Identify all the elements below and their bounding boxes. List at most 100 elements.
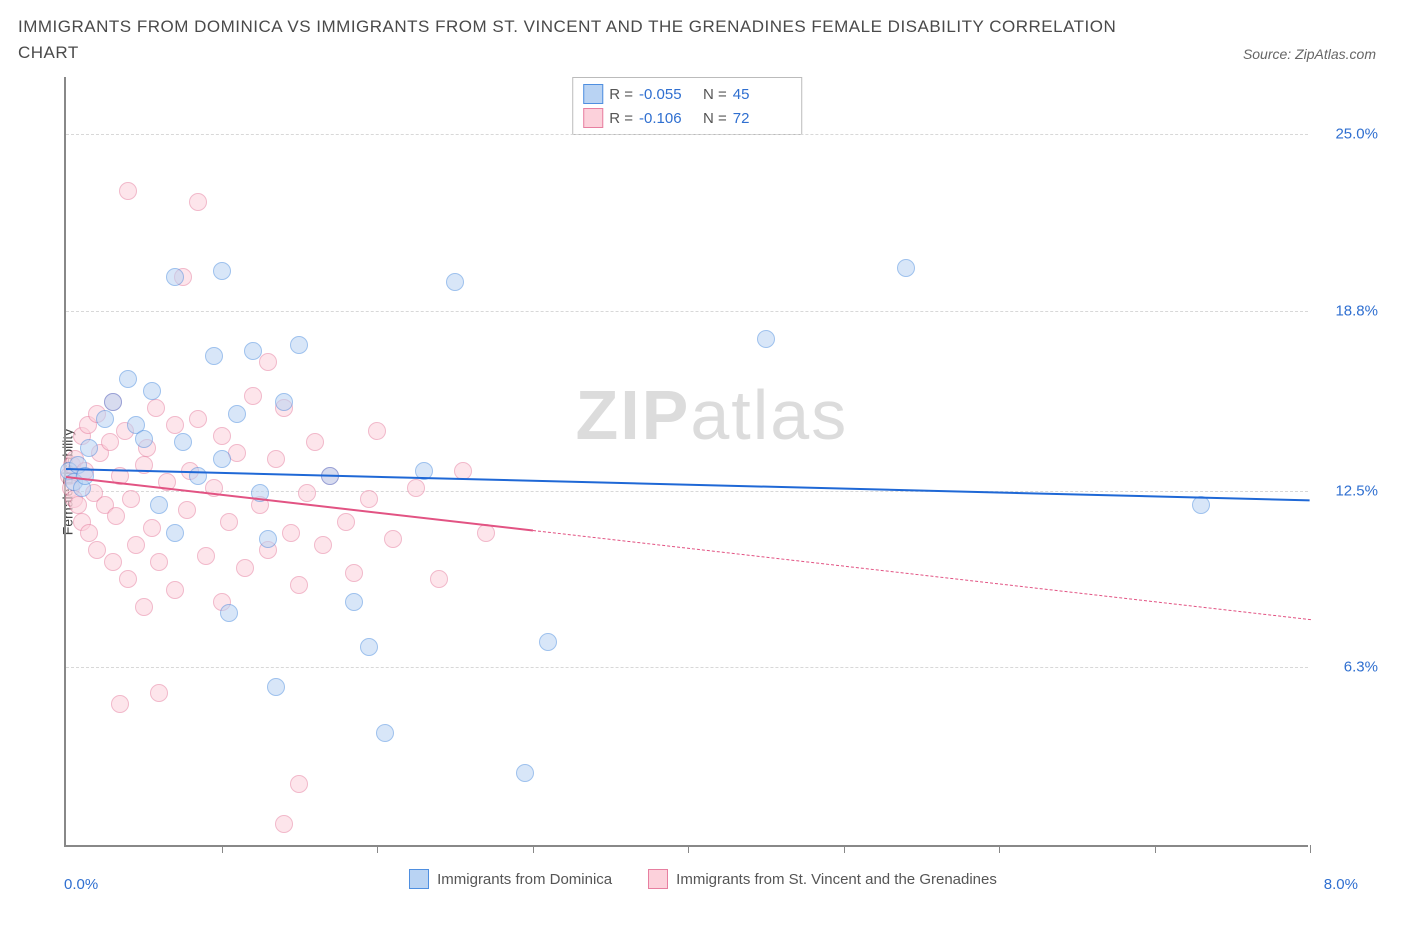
- stat-r-value: -0.055: [639, 86, 697, 103]
- scatter-point: [259, 353, 277, 371]
- legend-swatch: [583, 84, 603, 104]
- stat-r-label: R =: [609, 110, 633, 127]
- legend-item: Immigrants from Dominica: [409, 869, 612, 889]
- scatter-point: [384, 530, 402, 548]
- scatter-point: [430, 570, 448, 588]
- legend-item: Immigrants from St. Vincent and the Gren…: [648, 869, 997, 889]
- x-tick: [222, 845, 223, 853]
- scatter-point: [166, 581, 184, 599]
- legend-swatch: [583, 108, 603, 128]
- scatter-point: [104, 553, 122, 571]
- stat-n-label: N =: [703, 86, 727, 103]
- scatter-point: [259, 530, 277, 548]
- scatter-point: [150, 496, 168, 514]
- stat-n-value: 72: [733, 110, 791, 127]
- scatter-point: [189, 467, 207, 485]
- scatter-point: [376, 724, 394, 742]
- gridline: [66, 311, 1308, 312]
- stat-r-label: R =: [609, 86, 633, 103]
- scatter-point: [135, 430, 153, 448]
- scatter-point: [282, 524, 300, 542]
- scatter-point: [104, 393, 122, 411]
- scatter-point: [150, 684, 168, 702]
- scatter-point: [446, 273, 464, 291]
- scatter-point: [119, 370, 137, 388]
- scatter-point: [244, 342, 262, 360]
- legend-swatch: [409, 869, 429, 889]
- scatter-point: [213, 450, 231, 468]
- scatter-point: [539, 633, 557, 651]
- series-legend: Immigrants from Dominica Immigrants from …: [18, 869, 1388, 893]
- x-tick: [533, 845, 534, 853]
- stat-legend-row: R = -0.106 N = 72: [583, 106, 791, 130]
- scatter-point: [197, 547, 215, 565]
- chart-title: IMMIGRANTS FROM DOMINICA VS IMMIGRANTS F…: [18, 14, 1138, 65]
- scatter-point: [337, 513, 355, 531]
- scatter-point: [267, 678, 285, 696]
- scatter-point: [111, 695, 129, 713]
- scatter-point: [143, 382, 161, 400]
- scatter-point: [407, 479, 425, 497]
- scatter-point: [205, 347, 223, 365]
- stat-legend-row: R = -0.055 N = 45: [583, 82, 791, 106]
- scatter-point: [107, 507, 125, 525]
- scatter-point: [143, 519, 161, 537]
- scatter-point: [178, 501, 196, 519]
- scatter-point: [275, 393, 293, 411]
- chart-container: Female Disability ZIPatlas R = -0.055N =…: [18, 67, 1388, 897]
- y-tick-label: 12.5%: [1318, 482, 1378, 499]
- scatter-point: [897, 259, 915, 277]
- scatter-point: [174, 433, 192, 451]
- y-tick-label: 25.0%: [1318, 126, 1378, 143]
- source-label: Source: ZipAtlas.com: [1243, 46, 1376, 62]
- scatter-point: [477, 524, 495, 542]
- scatter-point: [290, 775, 308, 793]
- stat-n-value: 45: [733, 86, 791, 103]
- y-tick-label: 6.3%: [1318, 659, 1378, 676]
- scatter-point: [166, 524, 184, 542]
- scatter-point: [101, 433, 119, 451]
- scatter-point: [122, 490, 140, 508]
- scatter-point: [80, 524, 98, 542]
- scatter-point: [69, 496, 87, 514]
- scatter-point: [220, 513, 238, 531]
- scatter-point: [213, 427, 231, 445]
- stat-r-value: -0.106: [639, 110, 697, 127]
- scatter-point: [314, 536, 332, 554]
- x-tick: [999, 845, 1000, 853]
- scatter-point: [228, 405, 246, 423]
- scatter-point: [267, 450, 285, 468]
- stat-n-label: N =: [703, 110, 727, 127]
- scatter-point: [150, 553, 168, 571]
- x-tick: [844, 845, 845, 853]
- scatter-point: [360, 490, 378, 508]
- scatter-point: [345, 593, 363, 611]
- scatter-point: [757, 330, 775, 348]
- scatter-point: [166, 268, 184, 286]
- scatter-point: [244, 387, 262, 405]
- scatter-point: [88, 541, 106, 559]
- scatter-point: [360, 638, 378, 656]
- scatter-point: [228, 444, 246, 462]
- x-tick: [688, 845, 689, 853]
- gridline: [66, 134, 1308, 135]
- y-tick-label: 18.8%: [1318, 302, 1378, 319]
- legend-label: Immigrants from Dominica: [437, 871, 612, 888]
- x-tick: [377, 845, 378, 853]
- gridline: [66, 667, 1308, 668]
- scatter-point: [220, 604, 238, 622]
- stat-legend: R = -0.055 N = 45 R = -0.106 N = 72: [572, 77, 802, 135]
- scatter-point: [189, 193, 207, 211]
- scatter-point: [189, 410, 207, 428]
- scatter-point: [119, 570, 137, 588]
- trend-line: [532, 530, 1310, 620]
- scatter-point: [298, 484, 316, 502]
- scatter-point: [290, 576, 308, 594]
- x-tick: [1310, 845, 1311, 853]
- x-tick: [1155, 845, 1156, 853]
- scatter-point: [135, 598, 153, 616]
- scatter-point: [80, 439, 98, 457]
- scatter-point: [127, 536, 145, 554]
- scatter-point: [96, 410, 114, 428]
- scatter-point: [516, 764, 534, 782]
